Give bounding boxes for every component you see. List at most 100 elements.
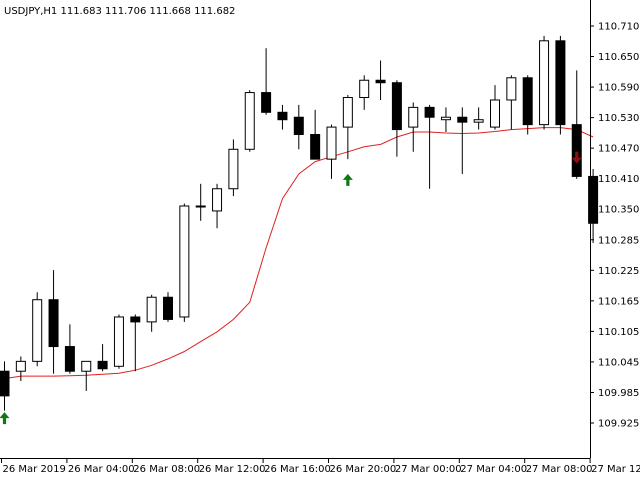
candle [359, 75, 370, 110]
candle-body [212, 188, 223, 212]
candle [261, 48, 272, 115]
candle [146, 294, 157, 332]
candle [539, 35, 550, 130]
candle [64, 324, 75, 374]
candle-body [490, 99, 500, 128]
candle-body [179, 205, 190, 318]
price-tick-label: 110.710 [598, 22, 639, 33]
candle-body [555, 40, 566, 126]
time-tick-label: 26 Mar 16:00 [264, 464, 331, 475]
candle-body [473, 119, 484, 123]
candle [32, 292, 43, 367]
candle-body [522, 77, 533, 126]
sell-arrow-icon [571, 151, 582, 164]
candle [490, 85, 500, 130]
candles-layer [0, 35, 599, 411]
moving-average-layer [4, 127, 594, 380]
candle-body [15, 360, 26, 372]
candle [293, 104, 304, 150]
candle [326, 124, 337, 179]
candle [130, 314, 141, 372]
price-tick-label: 109.985 [598, 388, 639, 399]
buy-arrow-icon [0, 412, 10, 425]
candle [81, 360, 92, 391]
candle-body [293, 116, 304, 135]
candle [163, 292, 173, 322]
candle-body [146, 296, 157, 323]
candle-body [113, 316, 124, 367]
candle-body [359, 79, 370, 99]
candle [244, 90, 255, 152]
candle [212, 183, 223, 229]
candle-body [408, 106, 419, 128]
price-tick-label: 110.105 [598, 327, 639, 338]
candle [588, 169, 599, 243]
candle [277, 104, 288, 130]
candle-body [0, 370, 10, 397]
candle-body [261, 92, 272, 113]
price-tick-label: 110.410 [598, 174, 639, 185]
candle [0, 361, 10, 411]
time-tick-label: 27 Mar 08:00 [526, 464, 593, 475]
signals-layer [0, 151, 582, 425]
candle [391, 80, 402, 157]
price-tick-label: 110.045 [598, 357, 639, 368]
price-tick-label: 110.165 [598, 296, 639, 307]
candle [555, 35, 566, 135]
candle [506, 75, 517, 130]
candle-body [440, 116, 451, 121]
buy-arrow-icon [342, 173, 353, 186]
price-tick-label: 110.530 [598, 113, 639, 124]
time-tick-label: 26 Mar 04:00 [68, 464, 135, 475]
time-tick-label: 26 Mar 2019 [3, 464, 66, 475]
time-tick-label: 26 Mar 20:00 [330, 464, 397, 475]
candle-body [48, 299, 59, 348]
price-tick-label: 109.925 [598, 419, 639, 430]
candle-body [97, 360, 108, 370]
candle-body [32, 299, 43, 362]
price-tick-label: 110.350 [598, 205, 639, 216]
candle [424, 104, 435, 189]
time-tick-label: 26 Mar 08:00 [133, 464, 200, 475]
chart-title: USDJPY,H1 111.683 111.706 111.668 111.68… [4, 6, 235, 17]
candle-body [588, 175, 599, 224]
candle-body [310, 133, 321, 160]
price-tick-label: 110.470 [598, 144, 639, 155]
candle-body [130, 316, 141, 323]
candle-body [424, 106, 435, 118]
candle [310, 109, 321, 160]
moving-average-line [4, 127, 594, 380]
candle-body [457, 116, 468, 123]
candle [342, 95, 353, 160]
time-tick-label: 27 Mar 00:00 [395, 464, 462, 475]
candle-body [391, 82, 402, 131]
candle [179, 203, 190, 322]
candle-body [506, 77, 517, 101]
candle-body [163, 296, 173, 320]
candle [440, 107, 451, 133]
candle-body [64, 346, 75, 372]
candle [195, 183, 206, 221]
price-tick-label: 110.225 [598, 266, 639, 277]
candle [375, 60, 386, 100]
candle-body [195, 205, 206, 208]
candle-body [326, 126, 337, 160]
candle-body [539, 40, 550, 126]
candle-body [571, 124, 582, 177]
price-tick-label: 110.650 [598, 52, 639, 63]
candle [97, 344, 108, 372]
candle-body [228, 148, 239, 190]
candle [522, 75, 533, 135]
candle [15, 356, 26, 382]
price-tick-label: 110.590 [598, 83, 639, 94]
candle-body [244, 92, 255, 150]
candle [408, 102, 419, 152]
candle [473, 107, 484, 130]
candle [457, 107, 468, 174]
price-tick-label: 110.285 [598, 235, 639, 246]
candle [113, 314, 124, 369]
candle [48, 270, 59, 374]
